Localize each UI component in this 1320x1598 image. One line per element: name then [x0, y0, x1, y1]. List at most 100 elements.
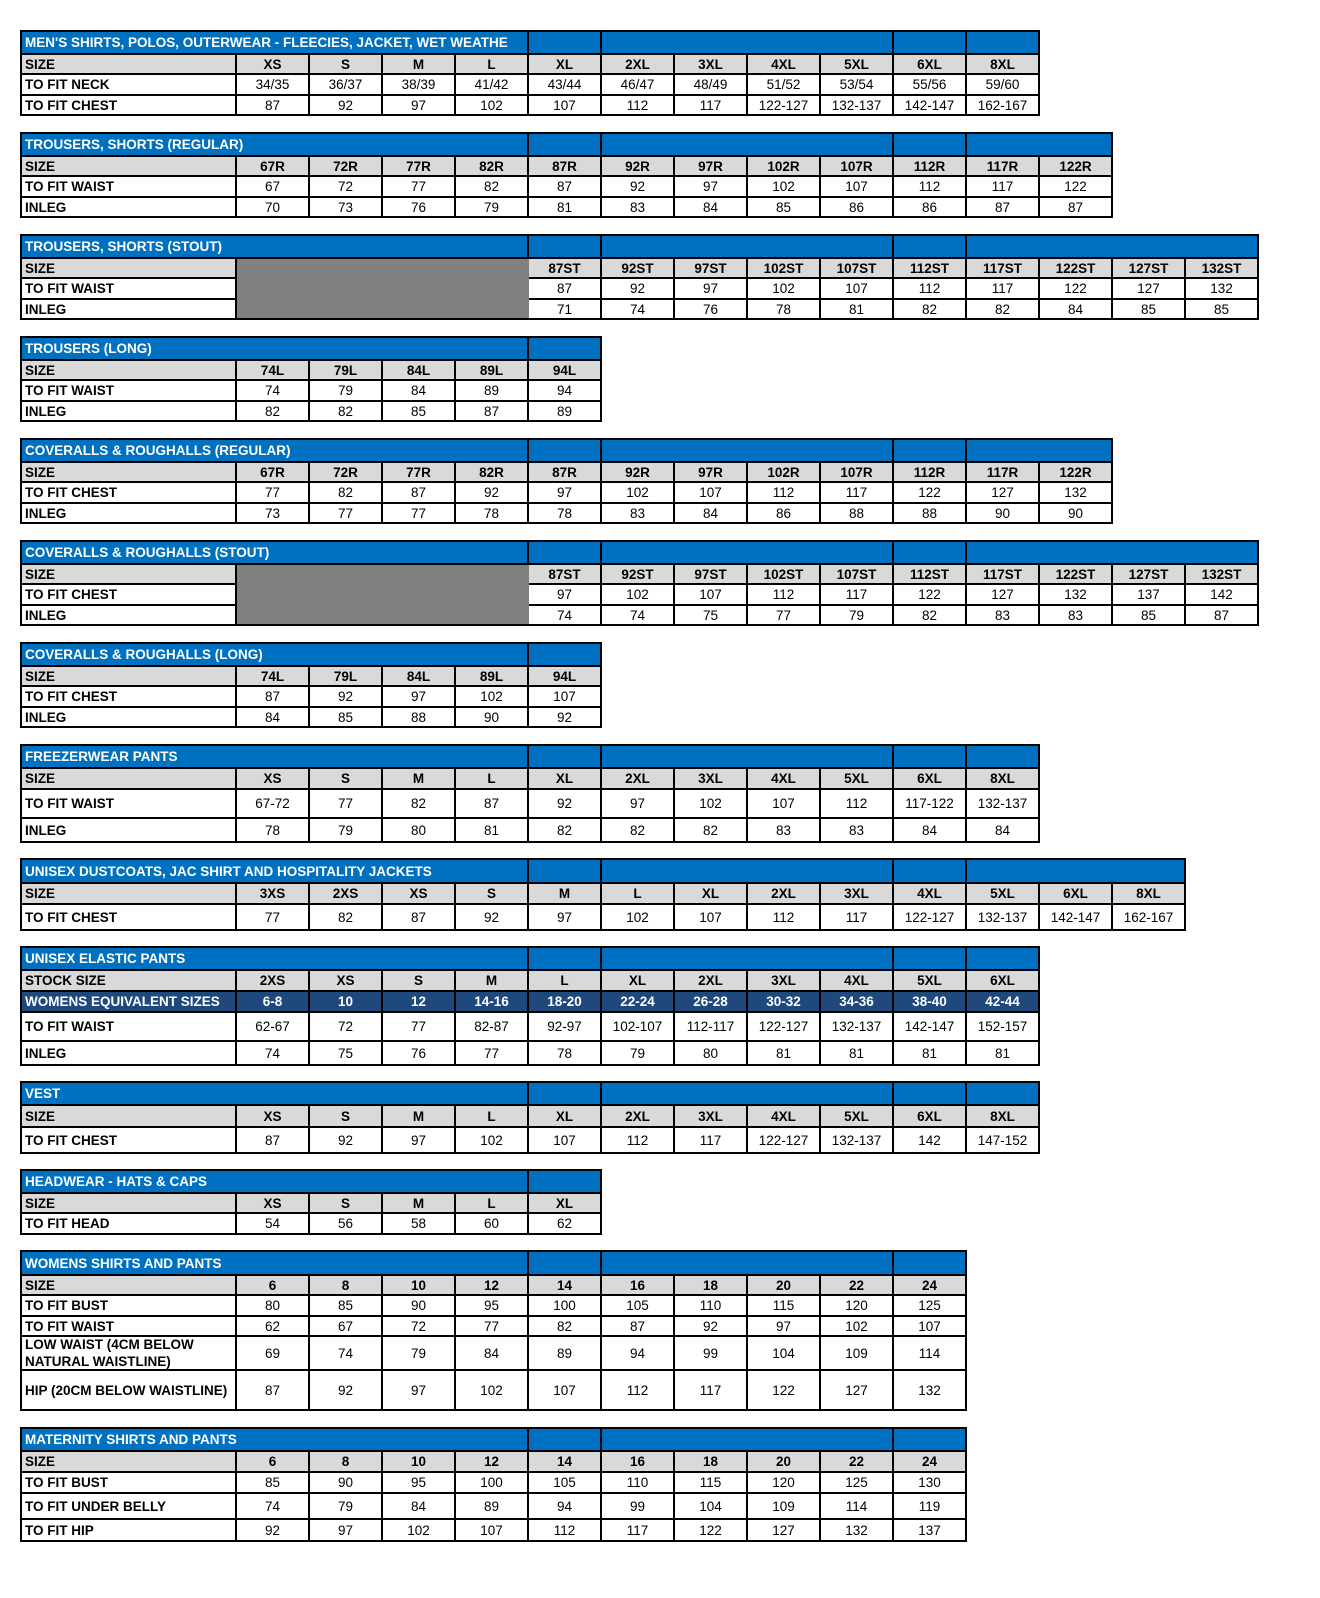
row-label: INLEG [20, 708, 237, 728]
size-header-cell: 102ST [748, 563, 821, 585]
table-row: WOMENS EQUIVALENT SIZES 6-8 10 12 14-16 18-20… [20, 992, 1040, 1013]
measurement-cell: 90 [383, 1296, 456, 1317]
measurement-cell: 92-97 [529, 1013, 602, 1042]
measurement-cell: 82 [310, 402, 383, 422]
measurement-cell: 117 [675, 96, 748, 116]
blank-shaded-cell [310, 585, 383, 606]
size-header-cell: S [310, 53, 383, 75]
row-label: TO FIT HEAD [20, 1214, 237, 1235]
measurement-cell: 122 [894, 483, 967, 504]
title-divider [965, 1081, 967, 1104]
size-header-cell: 4XL [894, 882, 967, 905]
measurement-cell: 87 [1040, 198, 1113, 218]
row-label: SIZE [20, 359, 237, 381]
measurement-cell: 10 [310, 992, 383, 1013]
size-header-cell: 6XL [894, 767, 967, 790]
blank-shaded-cell [383, 606, 456, 626]
title-divider [892, 132, 894, 155]
measurement-cell: 109 [821, 1337, 894, 1371]
measurement-cell: 80 [675, 1042, 748, 1066]
title-divider [527, 30, 529, 53]
measurement-cell: 92 [310, 687, 383, 708]
measurement-cell: 89 [456, 1494, 529, 1520]
measurement-cell: 72 [310, 1013, 383, 1042]
row-label: TO FIT WAIST [20, 177, 237, 198]
measurement-cell: 77 [237, 483, 310, 504]
measurement-cell: 90 [310, 1473, 383, 1494]
title-divider [892, 30, 894, 53]
measurement-cell: 132 [1186, 279, 1259, 300]
measurement-cell: 82 [529, 1317, 602, 1337]
measurement-cell: 132-137 [821, 1128, 894, 1154]
size-header-cell: 22 [821, 1450, 894, 1473]
measurement-cell: 107 [529, 687, 602, 708]
measurement-cell: 92 [675, 1317, 748, 1337]
measurement-cell: 62 [529, 1214, 602, 1235]
measurement-cell: 42-44 [967, 992, 1040, 1013]
size-header-cell: 117R [967, 155, 1040, 177]
row-label: SIZE [20, 1192, 237, 1214]
measurement-cell: 100 [456, 1473, 529, 1494]
size-header-cell: L [456, 1104, 529, 1128]
measurement-cell: 78 [456, 504, 529, 524]
table-row: INLEG 84 85 88 90 92 [20, 708, 602, 728]
row-label: SIZE [20, 1450, 237, 1473]
size-header-cell: 92R [602, 155, 675, 177]
measurement-cell: 79 [310, 1494, 383, 1520]
measurement-cell: 117 [967, 279, 1040, 300]
measurement-cell: 97 [383, 1128, 456, 1154]
row-label: INLEG [20, 300, 237, 320]
title-divider [527, 946, 529, 969]
measurement-cell: 112 [748, 483, 821, 504]
measurement-cell: 85 [237, 1473, 310, 1494]
measurement-cell: 78 [529, 1042, 602, 1066]
measurement-cell: 82 [383, 790, 456, 819]
measurement-cell: 67-72 [237, 790, 310, 819]
size-header-cell: 3XS [237, 882, 310, 905]
row-label: TO FIT CHEST [20, 483, 237, 504]
table-title: TROUSERS, SHORTS (STOUT) [20, 234, 1259, 257]
measurement-cell: 92 [310, 1128, 383, 1154]
table-row: SIZE XS S M L XL 2XL 3XL 4XL 5XL 6XL 8XL [20, 1104, 1040, 1128]
measurement-cell: 84 [675, 198, 748, 218]
measurement-cell: 122 [1040, 177, 1113, 198]
row-label: TO FIT WAIST [20, 1317, 237, 1337]
measurement-cell: 122 [1040, 279, 1113, 300]
measurement-cell: 132 [821, 1520, 894, 1542]
measurement-cell: 127 [821, 1371, 894, 1411]
measurement-cell: 67 [310, 1317, 383, 1337]
measurement-cell: 107 [675, 483, 748, 504]
size-header-cell: M [383, 53, 456, 75]
measurement-cell: 77 [383, 1013, 456, 1042]
size-header-cell: 84L [383, 665, 456, 687]
table-row: TO FIT HEAD 54 56 58 60 62 [20, 1214, 602, 1235]
measurement-cell: 80 [237, 1296, 310, 1317]
measurement-cell: 67 [237, 177, 310, 198]
measurement-cell: 102 [821, 1317, 894, 1337]
table-row: INLEG 73 77 77 78 78 83 84 86 88 88 90 90 [20, 504, 1113, 524]
measurement-cell: 83 [1040, 606, 1113, 626]
blank-shaded-cell [456, 279, 529, 300]
blank-shaded-cell [456, 300, 529, 320]
size-header-cell: 8 [310, 1274, 383, 1296]
title-divider [600, 132, 602, 155]
measurement-cell: 72 [383, 1317, 456, 1337]
row-label: TO FIT CHEST [20, 687, 237, 708]
table-row: TO FIT NECK 34/35 36/37 38/39 41/42 43/44 46/4… [20, 75, 1040, 96]
measurement-cell: 77 [748, 606, 821, 626]
size-header-cell: 6XL [1040, 882, 1113, 905]
measurement-cell: 84 [237, 708, 310, 728]
measurement-cell: 82-87 [456, 1013, 529, 1042]
measurement-cell: 74 [237, 1042, 310, 1066]
row-label: TO FIT CHEST [20, 905, 237, 931]
row-label: INLEG [20, 198, 237, 218]
measurement-cell: 122 [675, 1520, 748, 1542]
size-header-cell: 117R [967, 461, 1040, 483]
size-header-cell: M [529, 882, 602, 905]
size-header-cell: M [383, 1104, 456, 1128]
measurement-cell: 142-147 [894, 1013, 967, 1042]
size-header-cell: XS [237, 1192, 310, 1214]
measurement-cell: 102 [602, 585, 675, 606]
size-header-cell: 112R [894, 155, 967, 177]
size-header-cell: 10 [383, 1274, 456, 1296]
